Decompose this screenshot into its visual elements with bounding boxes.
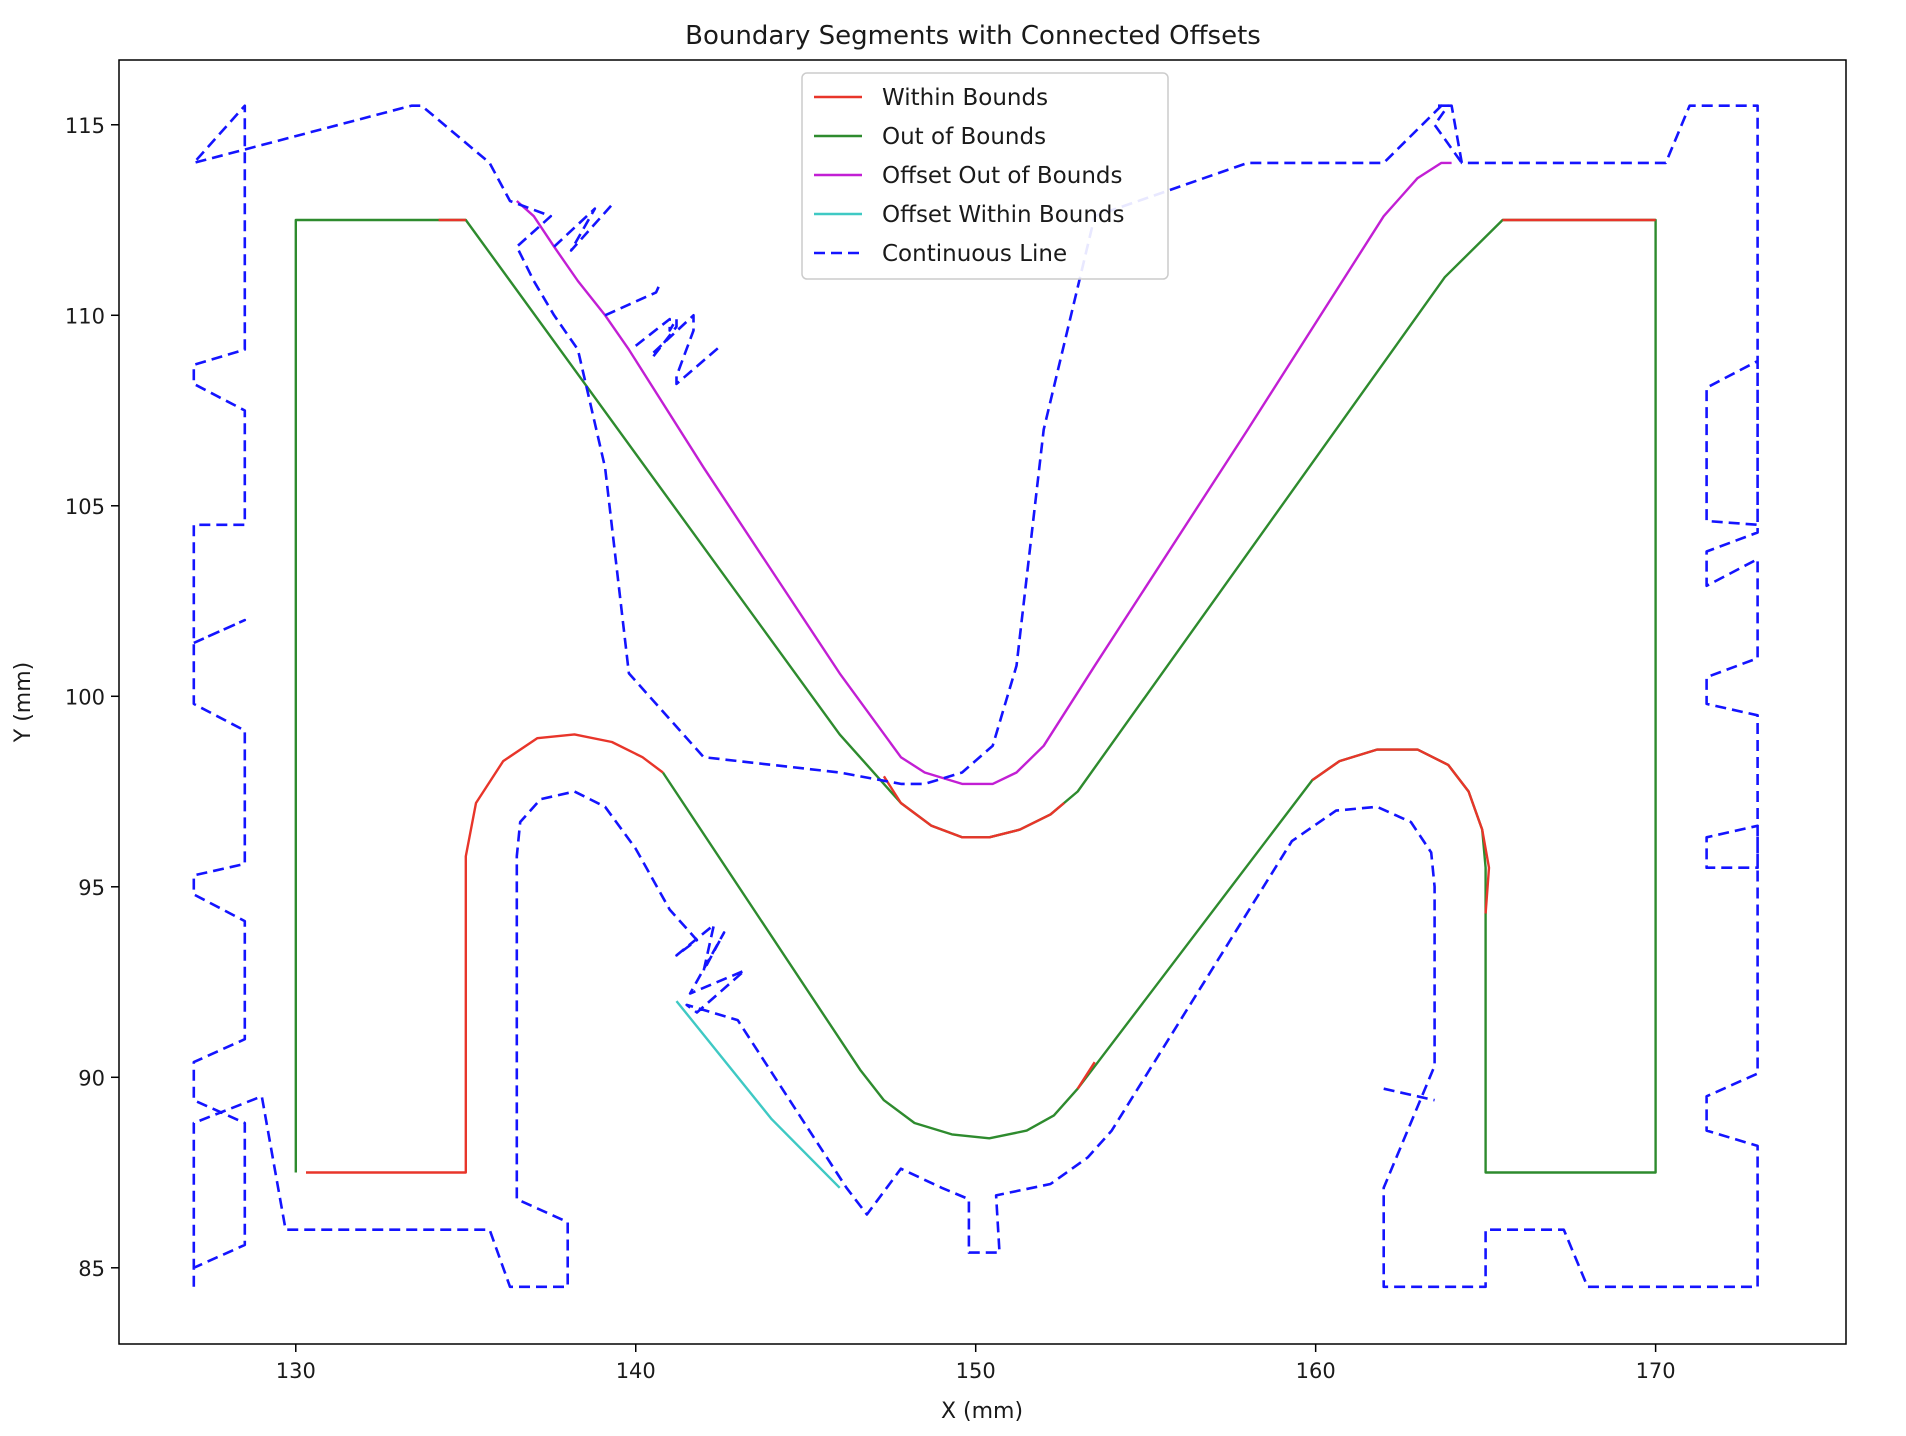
x-tick-label: 170	[1636, 1359, 1676, 1383]
y-tick-label: 95	[78, 876, 105, 900]
legend-label: Out of Bounds	[882, 124, 1046, 150]
series-continuous-line-loops	[193, 618, 247, 645]
y-tick-label: 115	[65, 114, 105, 138]
series-continuous-line-loops	[1433, 104, 1463, 164]
x-axis: 130 140 150 160 170	[276, 1344, 1676, 1383]
y-tick-label: 105	[65, 495, 105, 519]
y-axis: 85 90 95 100 105 110 115	[65, 114, 119, 1281]
legend-box	[801, 72, 1169, 280]
series-offset-within-bounds	[675, 1000, 841, 1189]
series-continuous-line-loops	[553, 203, 613, 252]
series-offset-out-of-bounds	[516, 161, 1452, 786]
x-tick-label: 160	[1296, 1359, 1336, 1383]
series-continuous-line-loops	[1383, 1087, 1435, 1102]
plot-area-frame	[118, 59, 1847, 1345]
x-tick-label: 140	[616, 1359, 656, 1383]
series-within-bounds	[882, 775, 1065, 839]
series-layer	[192, 104, 1759, 1289]
y-tick-label: 85	[78, 1257, 105, 1281]
series-continuous-line-loops	[634, 313, 722, 386]
y-tick-label: 100	[65, 685, 105, 709]
x-tick-label: 130	[276, 1359, 316, 1383]
series-continuous-line	[192, 104, 1759, 1289]
y-tick-label: 110	[65, 304, 105, 328]
legend: Within Bounds Out of Bounds Offset Out of …	[801, 72, 1169, 280]
x-axis-label: X (mm)	[941, 1399, 1023, 1424]
legend-label: Offset Within Bounds	[882, 202, 1125, 228]
legend-label: Continuous Line	[882, 241, 1067, 267]
series-within-bounds	[306, 733, 664, 1174]
legend-label: Offset Out of Bounds	[882, 163, 1123, 189]
y-tick-label: 90	[78, 1066, 105, 1090]
y-axis-label: Y (mm)	[11, 662, 36, 743]
series-within-bounds	[1076, 1061, 1096, 1090]
series-out-of-bounds	[294, 218, 1657, 1174]
chart-title: Boundary Segments with Connected Offsets	[685, 21, 1261, 51]
legend-label: Within Bounds	[882, 85, 1048, 111]
x-tick-label: 150	[956, 1359, 996, 1383]
series-continuous-line-loops	[604, 284, 661, 317]
series-within-bounds	[1311, 748, 1491, 914]
